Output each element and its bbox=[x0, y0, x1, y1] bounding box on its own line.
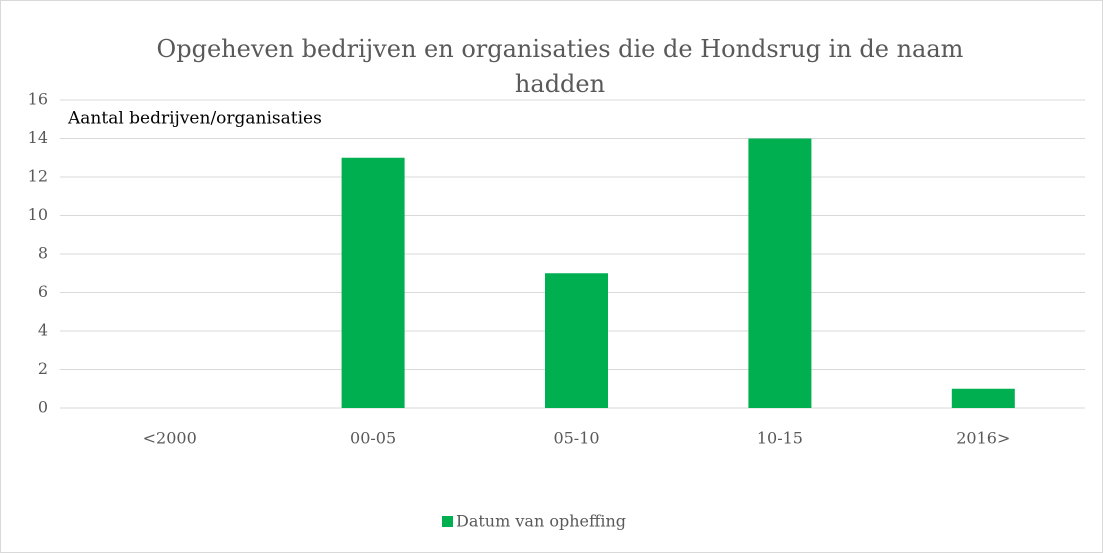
legend-swatch bbox=[442, 516, 453, 527]
y-tick-label: 4 bbox=[38, 321, 48, 340]
title-line: hadden bbox=[515, 70, 605, 98]
x-tick-label: <2000 bbox=[143, 429, 197, 448]
x-tick-label: 10-15 bbox=[757, 429, 803, 448]
y-tick-label: 2 bbox=[38, 359, 48, 378]
y-tick-label: 10 bbox=[28, 205, 48, 224]
x-tick-label: 2016> bbox=[956, 429, 1010, 448]
y-tick-label: 14 bbox=[28, 128, 48, 147]
y-tick-label: 16 bbox=[28, 90, 48, 109]
y-tick-label: 0 bbox=[38, 398, 48, 417]
chart-title: Opgeheven bedrijven en organisaties die … bbox=[157, 35, 964, 98]
y-tick-label: 8 bbox=[38, 244, 48, 263]
y-tick-label: 12 bbox=[28, 167, 48, 186]
y-tick-label: 6 bbox=[38, 282, 48, 301]
x-tick-label: 05-10 bbox=[553, 429, 599, 448]
bar bbox=[341, 157, 405, 408]
bar bbox=[748, 138, 812, 408]
bar bbox=[545, 273, 608, 408]
bar bbox=[951, 388, 1015, 408]
y-axis-label: Aantal bedrijven/organisaties bbox=[67, 109, 322, 129]
legend-label: Datum van opheffing bbox=[456, 512, 626, 531]
title-line: Opgeheven bedrijven en organisaties die … bbox=[157, 35, 964, 63]
x-tick-label: 00-05 bbox=[350, 429, 396, 448]
